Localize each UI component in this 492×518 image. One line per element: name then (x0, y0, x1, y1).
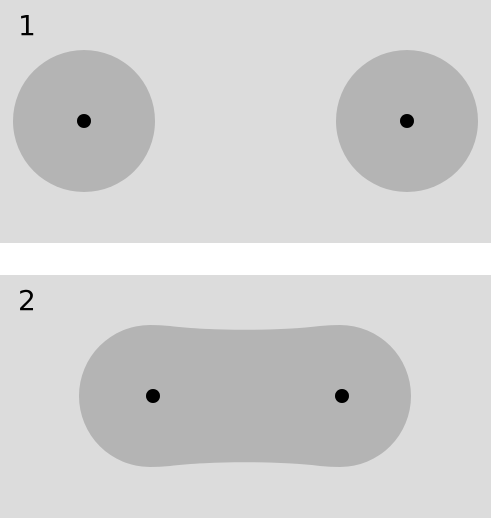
separate-disks-diagram (13, 50, 478, 192)
panel-merged: 2 (0, 275, 491, 518)
merged-blob (79, 325, 411, 467)
panel-label: 2 (18, 284, 36, 317)
left-center-point (146, 389, 160, 403)
left-center-point (77, 114, 91, 128)
right-center-point (335, 389, 349, 403)
right-center-point (400, 114, 414, 128)
panel-label: 1 (18, 9, 36, 42)
panel-separate: 1 (0, 0, 491, 243)
merged-blob-diagram (79, 325, 411, 467)
